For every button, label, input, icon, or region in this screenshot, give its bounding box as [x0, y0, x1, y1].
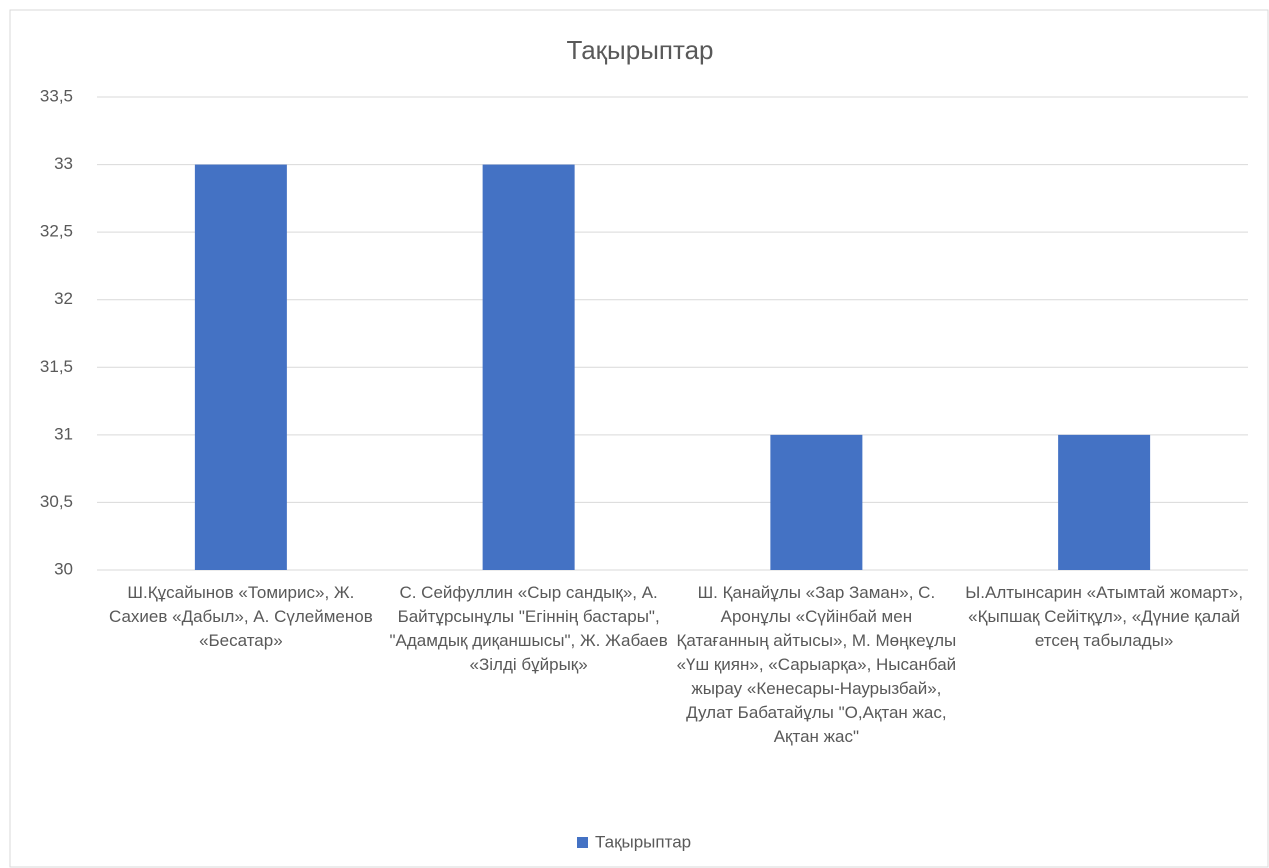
chart-title: Тақырыптар — [567, 35, 714, 65]
legend-label: Тақырыптар — [595, 832, 691, 851]
bar — [770, 434, 863, 570]
x-tick-label: Ш. Қанайұлы «Зар Заман», С. Аронұлы «Сүй… — [676, 583, 957, 746]
x-tick-label: Ш.Құсайынов «Томирис», Ж. Сахиев «Дабыл»… — [108, 583, 373, 650]
y-tick-label: 33,5 — [40, 86, 73, 105]
y-tick-label: 30,5 — [40, 492, 73, 511]
bar — [194, 164, 287, 571]
y-tick-label: 31 — [54, 424, 73, 443]
y-tick-label: 30 — [54, 559, 73, 578]
x-tick-label: С. Сейфуллин «Сыр сандық», А. Байтұрсынұ… — [389, 583, 668, 674]
y-tick-label: 32,5 — [40, 222, 73, 241]
y-tick-label: 33 — [54, 154, 73, 173]
bar — [482, 164, 575, 571]
y-tick-label: 32 — [54, 289, 73, 308]
x-tick-label: Ы.Алтынсарин «Атымтай жомарт», «Қыпшақ С… — [965, 583, 1244, 650]
y-tick-label: 31,5 — [40, 357, 73, 376]
bar — [1058, 434, 1151, 570]
legend-swatch — [577, 837, 588, 848]
